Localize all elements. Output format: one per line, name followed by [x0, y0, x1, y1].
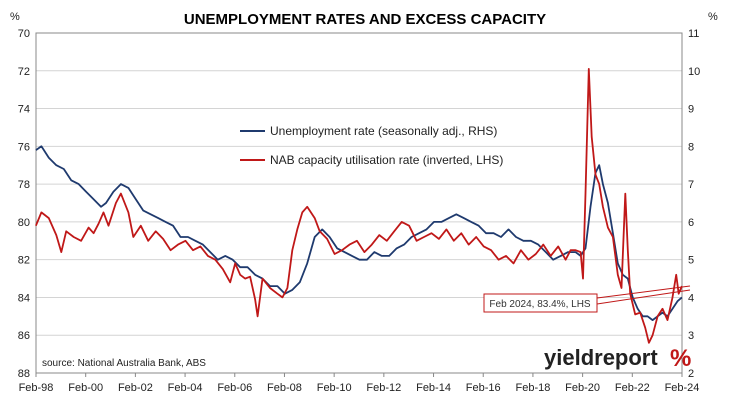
legend-label-unemployment: Unemployment rate (seasonally adj., RHS): [270, 124, 497, 138]
left-tick-label: 76: [18, 141, 30, 153]
x-tick-label: Feb-24: [665, 382, 700, 394]
right-tick-label: 6: [688, 217, 694, 229]
callout-label: Feb 2024, 83.4%, LHS: [489, 299, 591, 310]
x-tick-label: Feb-18: [515, 382, 550, 394]
legend-label-capacity: NAB capacity utilisation rate (inverted,…: [270, 153, 503, 167]
callout-leader-1: [596, 285, 691, 299]
left-tick-label: 80: [18, 217, 30, 229]
left-tick-label: 78: [18, 179, 30, 191]
left-tick-label: 70: [18, 28, 30, 40]
left-tick-label: 74: [18, 104, 30, 116]
x-axis: Feb-98 Feb-00 Feb-02 Feb-04 Feb-06 Feb-08 Feb-…: [19, 373, 700, 394]
x-tick-label: Feb-20: [565, 382, 600, 394]
x-tick-label: Feb-06: [217, 382, 252, 394]
callout: Feb 2024, 83.4%, LHS: [483, 285, 691, 313]
x-tick-label: Feb-08: [267, 382, 302, 394]
right-tick-label: 8: [688, 141, 694, 153]
brand-logo: yieldreport %: [544, 345, 691, 372]
right-tick-label: 10: [688, 66, 700, 78]
left-tick-label: 88: [18, 368, 30, 380]
brand-name: yieldreport: [544, 345, 658, 370]
x-tick-label: Feb-04: [168, 382, 203, 394]
source-note: source: National Australia Bank, ABS: [42, 358, 206, 369]
x-tick-label: Feb-98: [19, 382, 54, 394]
callout-leader-2: [596, 289, 691, 305]
series-line-unemployment: [35, 145, 683, 322]
series-lines: [35, 68, 683, 344]
right-axis-unit: %: [708, 11, 718, 23]
x-tick-label: Feb-14: [416, 382, 451, 394]
right-tick-label: 4: [688, 292, 694, 304]
legend: Unemployment rate (seasonally adj., RHS)…: [240, 124, 503, 167]
callout-box: [483, 293, 598, 313]
plot-area: [35, 32, 683, 374]
right-tick-label: 2: [688, 368, 694, 380]
left-tick-label: 82: [18, 255, 30, 267]
left-tick-label: 86: [18, 330, 30, 342]
brand-percent-icon: %: [670, 345, 691, 372]
left-tick-label: 72: [18, 66, 30, 78]
right-tick-label: 11: [688, 28, 699, 40]
right-axis: 11 10 9 8 7 6 5 4 3 2: [688, 28, 700, 380]
right-tick-label: 3: [688, 330, 694, 342]
left-axis-unit: %: [10, 11, 20, 23]
right-tick-label: 9: [688, 104, 694, 116]
chart-title: UNEMPLOYMENT RATES AND EXCESS CAPACITY: [184, 11, 546, 28]
left-axis: 70 72 74 76 78 80 82 84 86 88: [18, 28, 30, 380]
x-tick-label: Feb-10: [317, 382, 352, 394]
series-line-capacity: [35, 68, 683, 344]
x-tick-label: Feb-02: [118, 382, 153, 394]
right-tick-label: 5: [688, 255, 694, 267]
left-tick-label: 84: [18, 292, 30, 304]
x-tick-label: Feb-16: [466, 382, 501, 394]
right-tick-label: 7: [688, 179, 694, 191]
x-tick-label: Feb-22: [615, 382, 650, 394]
x-tick-label: Feb-00: [68, 382, 103, 394]
x-tick-label: Feb-12: [366, 382, 401, 394]
